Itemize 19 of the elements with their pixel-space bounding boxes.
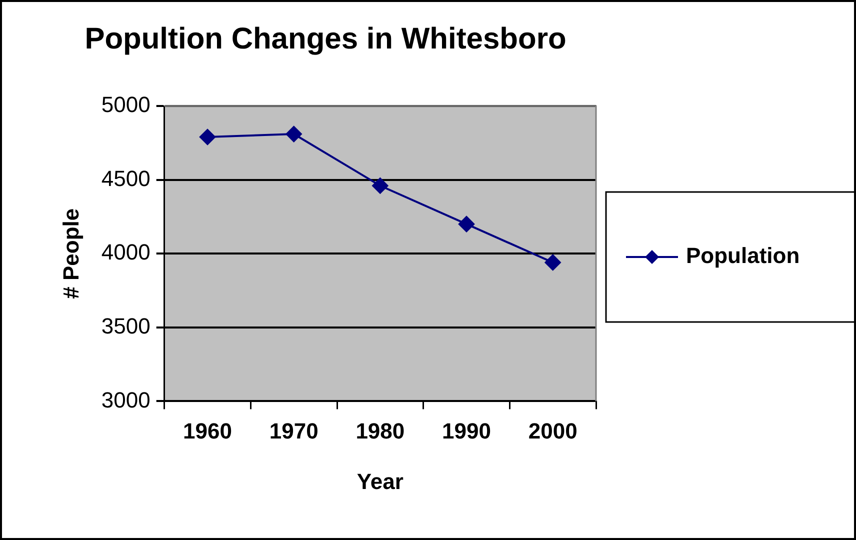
y-tick-label: 3000: [101, 387, 150, 412]
y-tick-label: 4500: [101, 166, 150, 191]
y-tick-label: 3500: [101, 313, 150, 338]
point: [544, 254, 561, 270]
y-axis-title: # People: [58, 208, 84, 299]
x-axis-title: Year: [356, 468, 404, 494]
chart-title: Popultion Changes in Whitesboro: [84, 22, 566, 56]
x-tick-label: 1960: [183, 418, 232, 444]
y-tick-label: 5000: [101, 92, 150, 118]
legend-label: Population: [686, 243, 800, 268]
point: [200, 128, 216, 145]
x-tick-label: 1970: [269, 418, 318, 444]
point: [286, 126, 302, 142]
point: [372, 178, 388, 194]
y-tick-label: 4000: [101, 240, 150, 265]
x-tick-label: 1990: [442, 418, 491, 444]
point: [458, 216, 475, 232]
x-tick-label: 1980: [356, 418, 405, 444]
x-tick-label: 2000: [528, 418, 578, 444]
